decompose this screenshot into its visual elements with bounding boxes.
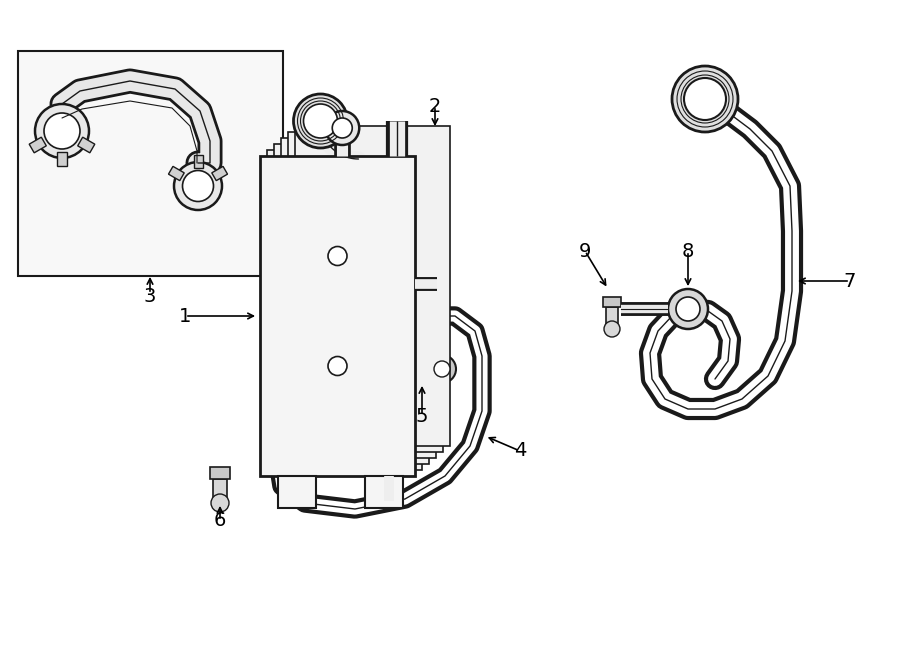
Circle shape <box>174 162 222 210</box>
Bar <box>427 144 443 174</box>
Text: 8: 8 <box>682 241 694 260</box>
Circle shape <box>303 104 338 138</box>
Bar <box>606 307 618 329</box>
Bar <box>288 132 443 452</box>
Circle shape <box>328 356 347 375</box>
Circle shape <box>434 361 450 377</box>
Bar <box>210 467 230 479</box>
Text: 9: 9 <box>579 241 591 260</box>
Text: 4: 4 <box>514 442 526 461</box>
Bar <box>213 479 227 503</box>
Circle shape <box>684 78 726 120</box>
Circle shape <box>183 171 213 202</box>
Circle shape <box>428 355 456 383</box>
Bar <box>29 137 46 153</box>
Circle shape <box>35 104 89 158</box>
Text: 7: 7 <box>844 272 856 290</box>
Bar <box>295 126 450 446</box>
Text: 1: 1 <box>179 307 191 325</box>
Bar <box>603 297 621 307</box>
Bar <box>77 137 94 153</box>
Circle shape <box>328 247 347 266</box>
Bar <box>194 155 202 167</box>
Bar <box>57 152 67 166</box>
Bar <box>168 167 184 180</box>
Circle shape <box>425 164 445 184</box>
Circle shape <box>394 361 410 377</box>
Bar <box>365 476 403 508</box>
Bar <box>281 138 436 458</box>
Bar <box>212 167 228 180</box>
Bar <box>274 144 429 464</box>
Circle shape <box>672 66 738 132</box>
Text: 2: 2 <box>428 97 441 116</box>
Bar <box>260 156 415 476</box>
Circle shape <box>388 355 416 383</box>
Text: 6: 6 <box>214 512 226 531</box>
Bar <box>278 476 316 508</box>
Circle shape <box>44 113 80 149</box>
Bar <box>423 130 447 144</box>
Bar <box>18 51 283 276</box>
Circle shape <box>293 94 347 148</box>
Circle shape <box>676 297 700 321</box>
Circle shape <box>332 118 352 138</box>
Text: 5: 5 <box>416 407 428 426</box>
Circle shape <box>668 289 708 329</box>
Circle shape <box>325 111 359 145</box>
Circle shape <box>211 494 229 512</box>
Bar <box>267 150 422 470</box>
Circle shape <box>604 321 620 337</box>
Text: 3: 3 <box>144 286 157 305</box>
Bar <box>402 355 442 383</box>
